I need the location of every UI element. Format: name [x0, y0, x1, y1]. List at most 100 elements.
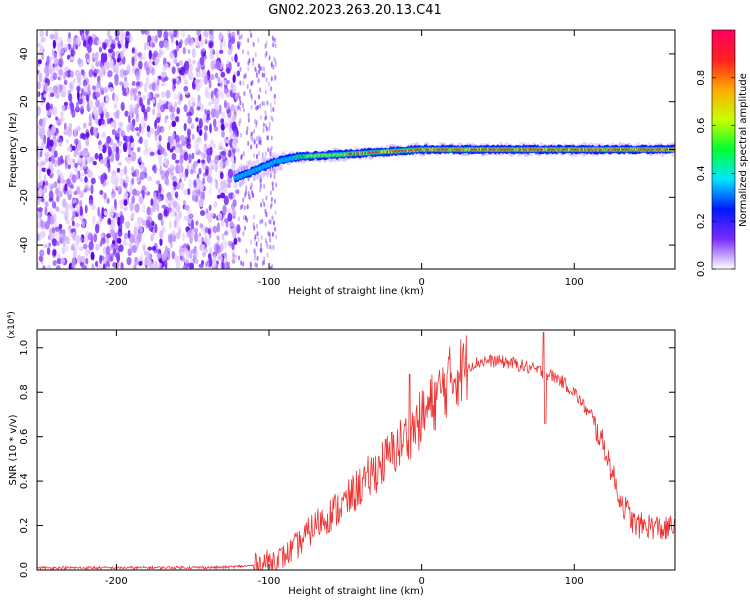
- spectrogram-cell: [176, 141, 180, 149]
- spectrogram-cell: [52, 260, 57, 267]
- spectrogram-cell: [38, 187, 43, 197]
- spectrogram-cell: [272, 244, 275, 250]
- spectrogram-cell: [273, 173, 276, 179]
- spectrogram-cell: [220, 192, 226, 199]
- spectrogram-cell: [249, 185, 252, 191]
- spectrogram-cell: [275, 182, 278, 188]
- spectrogram-cell: [125, 221, 131, 229]
- spectrogram-cell: [37, 212, 41, 218]
- spectrogram-cell: [269, 190, 272, 196]
- spectrogram-cell: [170, 112, 175, 122]
- spectrogram-cell: [128, 114, 131, 124]
- spectrogram-cell: [130, 142, 135, 148]
- spectrogram-cell: [124, 179, 130, 184]
- spectrogram-cell: [49, 139, 54, 148]
- x-tick-label: -100: [258, 576, 281, 587]
- spectrogram-cell: [88, 199, 94, 206]
- spectrogram-cell: [103, 173, 108, 181]
- spectrogram-cell: [80, 108, 85, 114]
- spectrogram-cell: [239, 66, 242, 72]
- spectrogram-cell: [39, 44, 44, 55]
- spectrogram-cell: [269, 151, 272, 157]
- spectrogram-cell: [46, 247, 51, 256]
- spectrogram-cell: [249, 30, 252, 34]
- spectrogram-cell: [124, 241, 130, 246]
- spectrogram-cell: [167, 233, 172, 244]
- spectrogram-cell: [216, 194, 222, 199]
- spectrogram-cell: [143, 112, 148, 122]
- spectrogram-cell: [65, 209, 70, 217]
- spectrogram-cell: [266, 135, 269, 141]
- spectrogram-cell: [142, 173, 148, 179]
- spectrogram-cell: [97, 206, 100, 217]
- spectrogram-cell: [240, 260, 243, 266]
- spectrogram-cell: [88, 241, 94, 251]
- spectrogram-cell: [158, 183, 162, 193]
- spectrogram-cell: [195, 69, 201, 78]
- spectrogram-cell: [173, 58, 178, 65]
- spectrogram-cell: [149, 209, 153, 216]
- spectrogram-cell: [138, 60, 143, 70]
- spectrogram-cell: [190, 96, 196, 103]
- spectrogram-cell: [247, 60, 250, 66]
- spectrogram-cell: [67, 164, 71, 170]
- spectrogram-cell: [250, 32, 253, 38]
- spectrogram-cell: [176, 224, 182, 231]
- spectrogram-cell: [219, 159, 224, 170]
- spectrogram-cell: [148, 222, 152, 231]
- spectrogram-cell: [270, 115, 273, 121]
- spectrogram-cell: [76, 171, 79, 181]
- spectrogram-cell: [227, 212, 233, 222]
- spectrogram-cell: [255, 70, 258, 76]
- spectrogram-cell: [243, 74, 246, 80]
- spectrogram-cell: [233, 237, 238, 245]
- spectrogram-cell: [60, 110, 64, 118]
- spectrogram-cell: [254, 252, 257, 258]
- spectrogram-cell: [163, 208, 168, 217]
- spectrogram-cell: [257, 37, 260, 43]
- spectrogram-cell: [260, 172, 266, 179]
- spectrogram-cell: [60, 47, 64, 54]
- spectrogram-cell: [271, 215, 274, 221]
- spectrogram-cell: [242, 163, 247, 170]
- spectrogram-cell: [236, 166, 242, 173]
- spectrogram-cell: [203, 145, 207, 152]
- spectrogram-cell: [253, 214, 256, 220]
- spectrogram-cell: [253, 176, 256, 182]
- spectrogram-cell: [213, 126, 219, 132]
- spectrogram-cell: [169, 105, 174, 113]
- spectrogram-cell: [155, 128, 159, 137]
- spectrogram-cell: [253, 225, 256, 231]
- spectrogram-cell: [76, 71, 80, 78]
- spectrogram-cell: [70, 70, 74, 78]
- spectrogram-cell: [179, 66, 186, 76]
- snr-series-line: [37, 331, 675, 570]
- spectrogram-cell: [107, 217, 112, 226]
- x-tick-label: -200: [105, 277, 128, 288]
- spectrogram-cell: [131, 165, 134, 174]
- spectrogram-cell: [182, 199, 187, 206]
- spectrogram-cell: [228, 193, 234, 200]
- spectrogram-cell: [208, 41, 214, 49]
- spectrogram-cell: [264, 43, 267, 49]
- spectrogram-cell: [76, 149, 80, 156]
- spectrogram-cell: [270, 135, 273, 141]
- spectrogram-cell: [260, 202, 263, 208]
- spectrogram-cell: [106, 266, 109, 269]
- spectrogram-cell: [139, 171, 145, 181]
- spectrogram-cell: [48, 61, 53, 69]
- spectrogram-cell: [204, 35, 208, 44]
- spectrogram-cell: [249, 261, 252, 267]
- spectrogram-cell: [112, 217, 118, 224]
- spectrogram-cell: [233, 182, 238, 189]
- spectrogram-cell: [101, 110, 105, 119]
- spectrogram-cell: [42, 264, 46, 269]
- spectrogram-cell: [264, 89, 267, 95]
- spectrogram-cell: [165, 196, 169, 205]
- spectrogram-cell: [133, 226, 138, 237]
- spectrogram-cell: [220, 111, 226, 119]
- spectrogram-cell: [225, 79, 230, 85]
- spectrogram-cell: [120, 130, 125, 138]
- spectrogram-cell: [81, 264, 88, 269]
- spectrogram-cell: [247, 160, 253, 167]
